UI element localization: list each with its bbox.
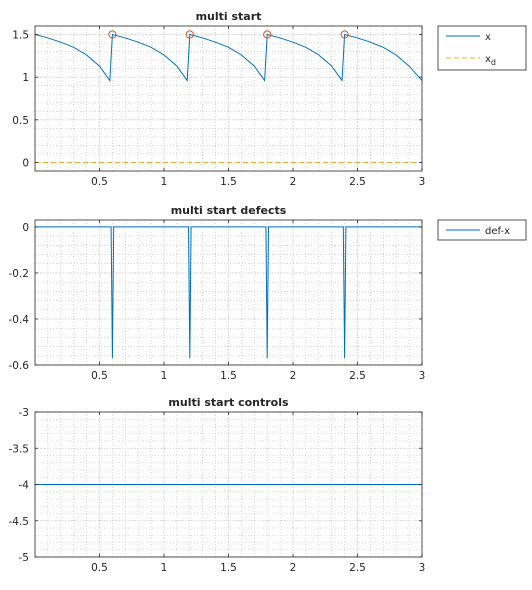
- y-tick-label: -5: [19, 552, 29, 564]
- chart-title: multi start controls: [168, 396, 289, 409]
- y-tick-label: 1.5: [12, 30, 29, 42]
- x-tick-label: 2.5: [349, 176, 366, 188]
- x-tick-label: 0.5: [91, 562, 108, 574]
- x-tick-label: 1.5: [220, 370, 237, 382]
- x-tick-label: 1: [161, 562, 168, 574]
- x-tick-label: 3: [419, 176, 426, 188]
- chart-panel-1: 0.5 1 1.5 2 2.5 3 0 0.5 1 1.5 multi start x xd: [12, 10, 527, 188]
- y-tick-label: -0.6: [9, 360, 30, 372]
- series-line-def-x: [35, 226, 422, 359]
- x-tick-label: 0.5: [91, 370, 108, 382]
- x-tick-label: 3: [419, 370, 426, 382]
- x-tick-label: 2.5: [349, 370, 366, 382]
- legend-box: [437, 25, 527, 71]
- legend-label-x: x: [485, 32, 491, 43]
- y-tick-label: -0.2: [9, 268, 30, 280]
- y-tick-label: 0.5: [12, 115, 29, 127]
- marker-point: [340, 30, 349, 39]
- y-tick-label: 1: [22, 72, 29, 84]
- chart-panel-2: 0.5 1 1.5 2 2.5 3 -0.6 -0.4 -0.2 0 multi start def…: [9, 204, 527, 382]
- marker-point: [263, 30, 272, 39]
- y-tick-label: 0: [22, 222, 29, 234]
- x-tick-label: 1.5: [220, 176, 237, 188]
- chart-panel-3: 0.5 1 1.5 2 2.5 3 -5 -4.5 -4 -3.5 -3 multi start co…: [9, 396, 426, 574]
- x-tick-label: 2: [290, 562, 297, 574]
- y-tick-label: -3.5: [9, 443, 30, 455]
- legend-label-def-x: def-x: [485, 226, 510, 237]
- y-tick-label: -3: [19, 407, 29, 419]
- y-tick-label: 0: [22, 157, 29, 169]
- x-tick-label: 3: [419, 562, 426, 574]
- x-tick-label: 2: [290, 370, 297, 382]
- legend-label-x-d: xd: [485, 54, 496, 67]
- y-tick-label: -4.5: [9, 516, 30, 528]
- x-tick-label: 1: [161, 176, 168, 188]
- x-tick-label: 1.5: [220, 562, 237, 574]
- marker-point: [185, 30, 194, 39]
- x-tick-label: 1: [161, 370, 168, 382]
- y-tick-label: -4: [19, 480, 30, 492]
- series-group: [35, 226, 422, 359]
- chart-title: multi start defects: [171, 204, 287, 217]
- legend: x xd: [437, 25, 527, 71]
- series-group: [35, 33, 422, 163]
- marker-point: [108, 30, 117, 39]
- x-tick-label: 2.5: [349, 562, 366, 574]
- x-tick-label: 2: [290, 176, 297, 188]
- series-line-x: [35, 33, 422, 83]
- legend-box: [437, 219, 527, 241]
- chart-title: multi start: [196, 10, 262, 23]
- y-tick-label: -0.4: [9, 314, 30, 326]
- legend: def-x: [437, 219, 527, 241]
- x-tick-label: 0.5: [91, 176, 108, 188]
